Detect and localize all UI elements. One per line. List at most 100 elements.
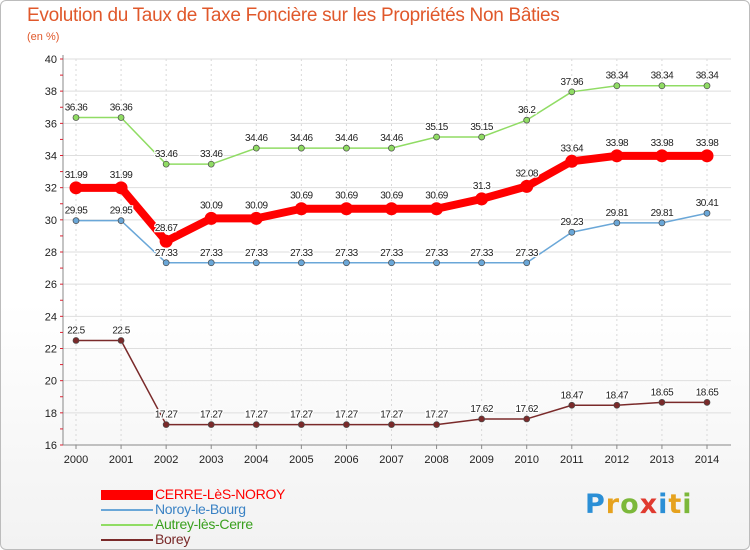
data-label-autrey-l-s-cerre: 38.34 — [696, 71, 719, 82]
point-borey — [343, 421, 350, 428]
x-tick-label: 2001 — [109, 454, 133, 466]
data-label-borey: 18.47 — [561, 390, 584, 401]
proxiti-logo: Proxiti — [585, 489, 693, 520]
point-borey — [162, 421, 170, 428]
data-label-borey: 17.27 — [290, 410, 313, 421]
legend-item-cerre-l-s-noroy: CERRE-LèS-NOROY — [101, 486, 361, 502]
point-cerre-l-s-noroy — [159, 234, 173, 248]
point-cerre-l-s-noroy — [385, 202, 398, 216]
data-label-autrey-l-s-cerre: 34.46 — [290, 133, 313, 144]
data-label-cerre-l-s-noroy: 33.98 — [651, 138, 674, 149]
data-label-cerre-l-s-noroy: 30.69 — [380, 191, 403, 202]
data-label-autrey-l-s-cerre: 37.96 — [561, 77, 584, 88]
x-tick-label: 2012 — [605, 454, 629, 466]
data-label-noroy-le-bourg: 29.81 — [651, 208, 674, 219]
x-tick-label: 2005 — [289, 454, 313, 466]
y-tick-label: 38 — [45, 86, 57, 98]
legend-swatch — [101, 539, 153, 541]
point-autrey-l-s-cerre — [613, 82, 621, 90]
point-noroy-le-bourg — [162, 259, 170, 267]
x-tick-label: 2000 — [64, 454, 88, 466]
y-tick-label: 26 — [45, 279, 57, 291]
y-tick-label: 36 — [45, 118, 57, 130]
point-cerre-l-s-noroy — [475, 192, 489, 206]
data-label-noroy-le-bourg: 27.33 — [290, 248, 313, 259]
point-noroy-le-bourg — [298, 259, 305, 267]
logo-letter: i — [682, 489, 693, 520]
point-cerre-l-s-noroy — [430, 202, 444, 216]
data-label-noroy-le-bourg: 29.23 — [561, 217, 584, 228]
data-label-cerre-l-s-noroy: 30.09 — [245, 200, 268, 211]
logo-letter: i — [658, 489, 669, 520]
data-label-noroy-le-bourg: 27.33 — [425, 248, 448, 259]
data-label-borey: 17.62 — [470, 404, 493, 415]
x-tick-label: 2008 — [424, 454, 448, 466]
data-label-noroy-le-bourg: 27.33 — [155, 248, 178, 259]
data-label-autrey-l-s-cerre: 36.2 — [518, 105, 536, 116]
point-borey — [433, 421, 440, 428]
point-autrey-l-s-cerre — [388, 144, 395, 152]
data-label-borey: 17.27 — [155, 410, 178, 421]
point-noroy-le-bourg — [388, 259, 395, 267]
legend-label: CERRE-LèS-NOROY — [155, 486, 286, 502]
y-tick-label: 24 — [45, 311, 57, 323]
y-tick-label: 34 — [45, 151, 57, 163]
data-label-cerre-l-s-noroy: 31.3 — [473, 181, 491, 192]
y-tick-label: 16 — [45, 440, 57, 452]
x-tick-label: 2014 — [695, 454, 719, 466]
y-tick-label: 18 — [45, 408, 57, 420]
data-label-cerre-l-s-noroy: 30.69 — [290, 191, 313, 202]
data-label-noroy-le-bourg: 27.33 — [470, 248, 493, 259]
x-tick-label: 2007 — [379, 454, 403, 466]
point-autrey-l-s-cerre — [433, 133, 440, 141]
point-autrey-l-s-cerre — [658, 82, 666, 90]
logo-letter: o — [620, 489, 640, 520]
logo-letter: r — [605, 489, 621, 520]
point-borey — [613, 401, 621, 409]
point-cerre-l-s-noroy — [700, 149, 714, 163]
data-label-noroy-le-bourg: 29.95 — [65, 206, 88, 217]
y-tick-label: 40 — [45, 54, 57, 66]
point-autrey-l-s-cerre — [162, 160, 170, 168]
point-cerre-l-s-noroy — [249, 211, 263, 225]
data-label-autrey-l-s-cerre: 36.36 — [110, 103, 133, 114]
legend-label: Borey — [155, 531, 191, 547]
point-borey — [72, 337, 80, 344]
data-label-noroy-le-bourg: 27.33 — [245, 248, 268, 259]
point-noroy-le-bourg — [613, 219, 621, 227]
x-tick-label: 2006 — [334, 454, 358, 466]
legend-item-borey: Borey — [101, 531, 361, 547]
data-label-autrey-l-s-cerre: 33.46 — [200, 149, 223, 160]
point-noroy-le-bourg — [72, 217, 80, 224]
data-label-autrey-l-s-cerre: 38.34 — [606, 71, 629, 82]
data-label-cerre-l-s-noroy: 30.69 — [425, 191, 448, 202]
point-cerre-l-s-noroy — [520, 179, 534, 193]
data-label-noroy-le-bourg: 27.33 — [335, 248, 358, 259]
data-label-cerre-l-s-noroy: 31.99 — [110, 170, 133, 181]
point-borey — [298, 421, 305, 428]
point-autrey-l-s-cerre — [343, 144, 350, 152]
point-borey — [568, 401, 576, 409]
point-cerre-l-s-noroy — [204, 211, 218, 225]
data-label-borey: 17.27 — [200, 410, 223, 421]
point-noroy-le-bourg — [568, 228, 576, 236]
x-tick-label: 2011 — [560, 454, 584, 466]
x-tick-label: 2009 — [469, 454, 493, 466]
data-label-autrey-l-s-cerre: 34.46 — [335, 133, 358, 144]
data-label-borey: 18.47 — [606, 390, 629, 401]
point-cerre-l-s-noroy — [69, 181, 83, 195]
data-label-autrey-l-s-cerre: 35.15 — [425, 122, 448, 133]
data-label-cerre-l-s-noroy: 32.08 — [515, 168, 538, 179]
point-autrey-l-s-cerre — [298, 144, 305, 152]
logo-letter: P — [585, 489, 606, 520]
y-tick-label: 32 — [45, 183, 57, 195]
point-autrey-l-s-cerre — [207, 160, 215, 168]
legend-label: Autrey-lès-Cerre — [155, 516, 253, 532]
point-borey — [252, 421, 260, 428]
data-label-borey: 17.27 — [380, 410, 403, 421]
point-noroy-le-bourg — [207, 259, 215, 267]
data-label-autrey-l-s-cerre: 34.46 — [380, 133, 403, 144]
data-label-noroy-le-bourg: 27.33 — [515, 248, 538, 259]
y-tick-label: 28 — [45, 247, 57, 259]
